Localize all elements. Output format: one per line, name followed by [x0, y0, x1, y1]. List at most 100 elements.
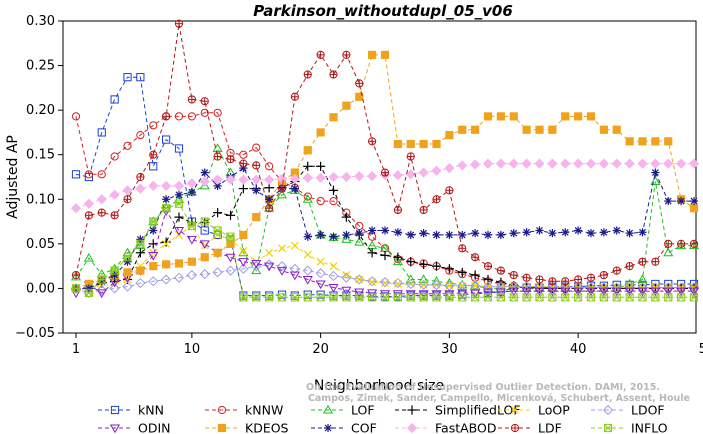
point-simplifiedlof [238, 183, 248, 194]
point-kdeos [406, 139, 415, 149]
point-fastabod [418, 167, 429, 178]
point-fastabod [573, 158, 584, 169]
point-lof [199, 180, 210, 190]
legend-marker-loop [510, 405, 520, 415]
point-inflo [368, 293, 377, 302]
point-kdeos [239, 230, 248, 240]
point-odin [495, 288, 506, 298]
point-simplifiedlof [419, 259, 429, 269]
point-inflo [535, 293, 544, 302]
point-cof [342, 230, 351, 240]
legend-marker-simplifiedlof [407, 405, 417, 415]
point-cof [689, 196, 699, 206]
legend-marker-ldf [510, 423, 520, 433]
series-fastabod [70, 158, 700, 214]
point-inflo [406, 293, 415, 302]
point-ldf [290, 92, 299, 101]
point-inflo [664, 293, 673, 302]
point-lof [276, 189, 288, 199]
point-knn [97, 128, 106, 137]
point-ldf [574, 275, 583, 284]
point-simplifiedlof [470, 270, 480, 280]
point-ldof [212, 267, 223, 278]
point-loop [329, 262, 338, 271]
point-cof [496, 230, 505, 240]
point-simplifiedlof [213, 208, 223, 218]
point-ldof [495, 281, 506, 292]
point-lof [405, 274, 416, 284]
point-inflo [329, 293, 338, 302]
point-lof [302, 194, 313, 203]
point-ldf [599, 270, 608, 280]
point-ldf [239, 159, 248, 168]
point-cof [380, 226, 390, 235]
point-odin [173, 226, 185, 236]
point-ldof [379, 277, 391, 288]
point-kdeos [561, 112, 570, 121]
point-odin [444, 290, 455, 299]
point-ldf [110, 211, 119, 220]
point-ldof [405, 278, 416, 290]
point-cof [664, 196, 673, 206]
point-kdeos [123, 268, 132, 277]
point-cof [290, 184, 299, 193]
point-fastabod [495, 158, 506, 169]
point-kdeos [625, 137, 634, 146]
point-ldf [458, 244, 467, 253]
point-knn [71, 170, 81, 179]
legend-label: LDF [538, 421, 562, 434]
legend-item-ldf: LDF [498, 421, 562, 434]
point-cof [599, 228, 608, 237]
point-knnw [71, 112, 81, 121]
point-odin [585, 287, 597, 297]
point-kdeos [226, 239, 235, 248]
point-cof [445, 230, 454, 240]
point-ldf [651, 257, 660, 266]
point-kdeos [174, 259, 184, 268]
point-fastabod [405, 169, 416, 180]
point-ldf [187, 95, 196, 104]
y-axis-label: Adjusted AP [5, 135, 21, 219]
legend-label: LoOP [538, 403, 570, 418]
legend-label: kNNW [245, 403, 283, 418]
x-tick-label: 20 [312, 342, 329, 357]
point-fastabod [534, 158, 545, 169]
point-inflo [483, 293, 493, 302]
point-ldf [612, 266, 621, 275]
point-kdeos [136, 266, 145, 275]
point-knnw [149, 121, 158, 130]
point-inflo [509, 293, 518, 302]
point-kdeos [213, 248, 222, 257]
point-loop [162, 239, 171, 248]
point-lof [470, 280, 481, 290]
point-fastabod [521, 158, 532, 169]
point-lof [289, 185, 300, 194]
point-cof [252, 186, 261, 195]
point-knnw [316, 196, 325, 206]
point-cof [419, 229, 428, 238]
point-fastabod [611, 158, 622, 169]
legend-marker-knn [110, 405, 120, 415]
series-line-lof [75, 147, 694, 289]
point-odin [521, 287, 532, 297]
point-fastabod [212, 174, 223, 185]
point-fastabod [148, 180, 159, 192]
point-cof [638, 228, 647, 237]
legend-item-knnw: kNNW [205, 403, 283, 418]
point-ldof [238, 263, 249, 274]
point-simplifiedlof [393, 252, 403, 262]
point-cof [406, 230, 415, 240]
legend-marker-odin [109, 424, 121, 434]
point-cof [162, 195, 171, 204]
point-odin [534, 287, 545, 297]
point-knnw [239, 150, 248, 159]
point-knnw [200, 108, 209, 117]
point-odin [379, 290, 391, 299]
point-kdeos [380, 50, 390, 59]
point-fastabod [663, 158, 674, 169]
point-fastabod [650, 158, 661, 169]
point-fastabod [328, 171, 339, 183]
point-ldof [109, 283, 120, 294]
point-cof [432, 230, 441, 240]
point-cof [548, 229, 557, 238]
